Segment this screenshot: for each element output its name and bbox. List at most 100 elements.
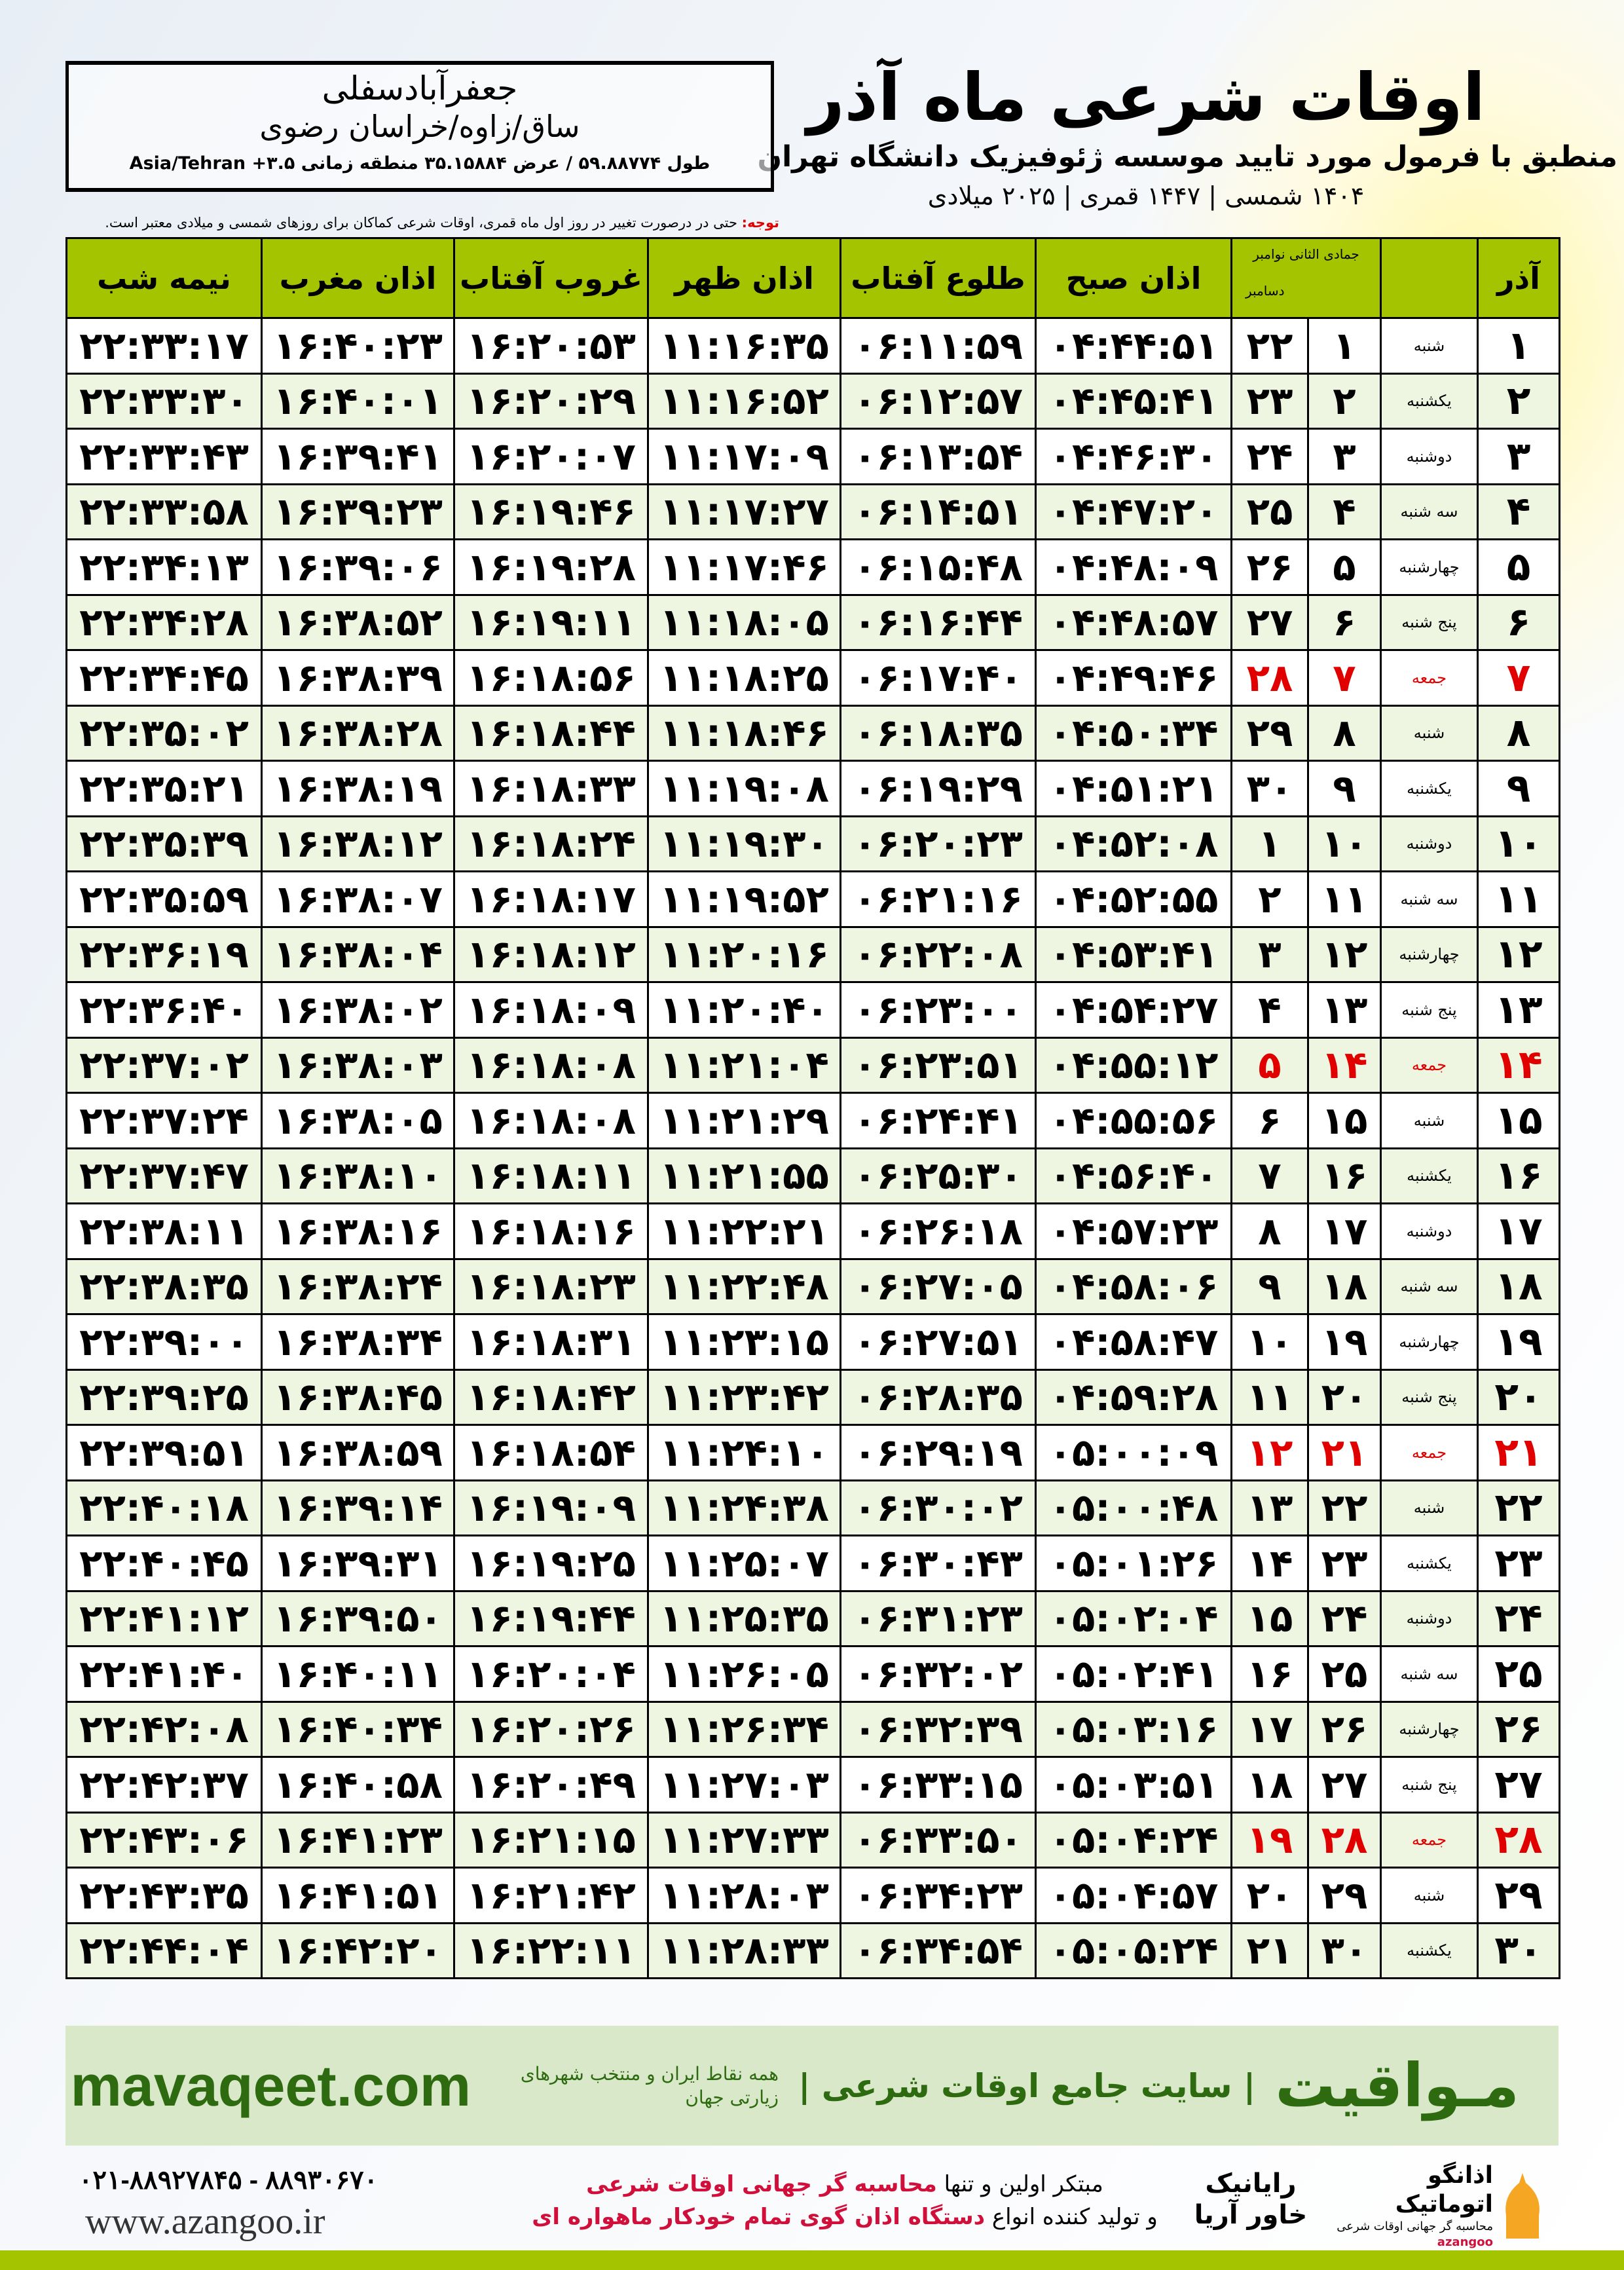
jumada-day-cell: ۱۰ [1307, 815, 1382, 872]
maghrib-cell: ۱۶:۳۹:۳۱ [261, 1535, 455, 1592]
maghrib-cell: ۱۶:۳۸:۲۴ [261, 1257, 455, 1315]
december-day-cell: ۶ [1230, 1092, 1309, 1149]
sunset-cell: ۱۶:۱۹:۱۱ [453, 593, 649, 651]
midnight-cell: ۲۲:۳۹:۵۱ [65, 1424, 263, 1481]
mosque-dome-icon [1505, 2173, 1540, 2239]
sunset-cell: ۱۶:۱۸:۴۲ [453, 1368, 649, 1426]
fajr-cell: ۰۵:۰۵:۲۴ [1035, 1922, 1232, 1979]
jumada-day-cell: ۲ [1307, 372, 1382, 430]
azar-day-cell: ۱ [1477, 317, 1560, 375]
table-row: ۲۸ جمعه ۲۸ ۱۹ ۰۵:۰۴:۲۴ ۰۶:۳۳:۵۰ ۱۱:۲۷:۳۳ ۱۶:۲۱:… [65, 1811, 1560, 1869]
midnight-cell: ۲۲:۳۳:۵۸ [65, 483, 263, 540]
maghrib-cell: ۱۶:۳۸:۱۹ [261, 760, 455, 817]
header-midnight: نیمه شب [65, 237, 263, 319]
maghrib-cell: ۱۶:۳۸:۱۲ [261, 815, 455, 872]
fajr-cell: ۰۴:۵۵:۵۶ [1035, 1092, 1232, 1149]
december-day-cell: ۲۸ [1230, 649, 1309, 707]
jumada-day-cell: ۲۷ [1307, 1756, 1382, 1814]
weekday-cell: چهارشنبه [1380, 1313, 1479, 1371]
sunrise-cell: ۰۶:۱۴:۵۱ [840, 483, 1037, 540]
dhuhr-cell: ۱۱:۱۸:۴۶ [647, 704, 841, 762]
header-sunset: غروب آفتاب [453, 237, 649, 319]
sunrise-cell: ۰۶:۲۶:۱۸ [840, 1202, 1037, 1260]
december-day-cell: ۲۴ [1230, 428, 1309, 485]
midnight-cell: ۲۲:۳۳:۴۳ [65, 428, 263, 485]
table-row: ۱ شنبه ۱ ۲۲ ۰۴:۴۴:۵۱ ۰۶:۱۱:۵۹ ۱۱:۱۶:۳۵ ۱۶:۲۰:۵۳… [65, 317, 1560, 375]
fajr-cell: ۰۴:۴۹:۴۶ [1035, 649, 1232, 707]
azar-day-cell: ۱۶ [1477, 1147, 1560, 1204]
sunset-cell: ۱۶:۱۹:۰۹ [453, 1479, 649, 1536]
maghrib-cell: ۱۶:۳۹:۴۱ [261, 428, 455, 485]
sunrise-cell: ۰۶:۲۳:۵۱ [840, 1036, 1037, 1094]
december-day-cell: ۹ [1230, 1257, 1309, 1315]
table-row: ۱۵ شنبه ۱۵ ۶ ۰۴:۵۵:۵۶ ۰۶:۲۴:۴۱ ۱۱:۲۱:۲۹ ۱۶:۱۸:۰… [65, 1092, 1560, 1149]
azangoo-link[interactable]: www.azangoo.ir [85, 2201, 325, 2242]
fajr-cell: ۰۴:۵۸:۰۶ [1035, 1257, 1232, 1315]
azar-day-cell: ۲۹ [1477, 1867, 1560, 1924]
table-row: ۲۲ شنبه ۲۲ ۱۳ ۰۵:۰۰:۴۸ ۰۶:۳۰:۰۲ ۱۱:۲۴:۳۸ ۱۶:۱۹:… [65, 1479, 1560, 1536]
midnight-cell: ۲۲:۴۴:۰۴ [65, 1922, 263, 1979]
table-row: ۲۴ دوشنبه ۲۴ ۱۵ ۰۵:۰۲:۰۴ ۰۶:۳۱:۲۳ ۱۱:۲۵:۳۵ ۱۶:۱… [65, 1590, 1560, 1647]
azar-day-cell: ۲۶ [1477, 1700, 1560, 1758]
sunset-cell: ۱۶:۲۰:۴۹ [453, 1756, 649, 1814]
sunset-cell: ۱۶:۲۱:۱۵ [453, 1811, 649, 1869]
sunrise-cell: ۰۶:۲۲:۰۸ [840, 925, 1037, 983]
table-row: ۲۰ پنج شنبه ۲۰ ۱۱ ۰۴:۵۹:۲۸ ۰۶:۲۸:۳۵ ۱۱:۲۳:۴۲ ۱۶… [65, 1368, 1560, 1426]
fajr-cell: ۰۴:۵۱:۲۱ [1035, 760, 1232, 817]
december-day-cell: ۱۱ [1230, 1368, 1309, 1426]
azar-day-cell: ۲۲ [1477, 1479, 1560, 1536]
jumada-day-cell: ۱ [1307, 317, 1382, 375]
sunrise-cell: ۰۶:۱۶:۴۴ [840, 593, 1037, 651]
fajr-cell: ۰۴:۵۹:۲۸ [1035, 1368, 1232, 1426]
midnight-cell: ۲۲:۳۳:۳۰ [65, 372, 263, 430]
sunrise-cell: ۰۶:۱۳:۵۴ [840, 428, 1037, 485]
midnight-cell: ۲۲:۴۳:۰۶ [65, 1811, 263, 1869]
weekday-cell: چهارشنبه [1380, 538, 1479, 596]
sunrise-cell: ۰۶:۲۴:۴۱ [840, 1092, 1037, 1149]
table-row: ۲۶ چهارشنبه ۲۶ ۱۷ ۰۵:۰۳:۱۶ ۰۶:۳۲:۳۹ ۱۱:۲۶:۳۴ ۱۶… [65, 1700, 1560, 1758]
table-row: ۲۷ پنج شنبه ۲۷ ۱۸ ۰۵:۰۳:۵۱ ۰۶:۳۳:۱۵ ۱۱:۲۷:۰۳ ۱۶… [65, 1756, 1560, 1814]
promo-2a: و تولید کننده انواع [985, 2204, 1158, 2230]
jumada-day-cell: ۲۳ [1307, 1535, 1382, 1592]
midnight-cell: ۲۲:۳۴:۱۳ [65, 538, 263, 596]
jumada-day-cell: ۲۶ [1307, 1700, 1382, 1758]
weekday-cell: یکشنبه [1380, 1922, 1479, 1979]
header-azar: آذر [1477, 237, 1560, 319]
sunrise-cell: ۰۶:۳۰:۴۳ [840, 1535, 1037, 1592]
sunrise-cell: ۰۶:۱۹:۲۹ [840, 760, 1037, 817]
weekday-cell: سه شنبه [1380, 1257, 1479, 1315]
december-day-cell: ۱۶ [1230, 1645, 1309, 1703]
maghrib-cell: ۱۶:۳۸:۰۳ [261, 1036, 455, 1094]
azar-day-cell: ۸ [1477, 704, 1560, 762]
sunrise-cell: ۰۶:۳۴:۵۴ [840, 1922, 1037, 1979]
jumada-day-cell: ۲۴ [1307, 1590, 1382, 1647]
weekday-cell: پنج شنبه [1380, 1756, 1479, 1814]
sunrise-cell: ۰۶:۲۳:۰۰ [840, 981, 1037, 1039]
sunrise-cell: ۰۶:۳۳:۱۵ [840, 1756, 1037, 1814]
sunset-cell: ۱۶:۱۸:۳۱ [453, 1313, 649, 1371]
table-row: ۲۹ شنبه ۲۹ ۲۰ ۰۵:۰۴:۵۷ ۰۶:۳۴:۲۳ ۱۱:۲۸:۰۳ ۱۶:۲۱:… [65, 1867, 1560, 1924]
midnight-cell: ۲۲:۴۳:۳۵ [65, 1867, 263, 1924]
maghrib-cell: ۱۶:۴۰:۱۱ [261, 1645, 455, 1703]
sunset-cell: ۱۶:۱۹:۲۸ [453, 538, 649, 596]
midnight-cell: ۲۲:۴۲:۳۷ [65, 1756, 263, 1814]
maghrib-cell: ۱۶:۴۰:۰۱ [261, 372, 455, 430]
fajr-cell: ۰۴:۴۷:۲۰ [1035, 483, 1232, 540]
midnight-cell: ۲۲:۳۵:۵۹ [65, 870, 263, 928]
december-day-cell: ۳۰ [1230, 760, 1309, 817]
jumada-day-cell: ۱۸ [1307, 1257, 1382, 1315]
dhuhr-cell: ۱۱:۱۶:۵۲ [647, 372, 841, 430]
header-december-label: دسامبر [1246, 283, 1285, 299]
table-row: ۸ شنبه ۸ ۲۹ ۰۴:۵۰:۳۴ ۰۶:۱۸:۳۵ ۱۱:۱۸:۴۶ ۱۶:۱۸:۴۴… [65, 704, 1560, 762]
december-day-cell: ۲۳ [1230, 372, 1309, 430]
sunrise-cell: ۰۶:۲۷:۵۱ [840, 1313, 1037, 1371]
header-dhuhr: اذان ظهر [647, 237, 841, 319]
weekday-cell: یکشنبه [1380, 760, 1479, 817]
sunset-cell: ۱۶:۲۲:۱۱ [453, 1922, 649, 1979]
site-link[interactable]: mavaqeet.com [70, 2053, 471, 2118]
azangoo-logo-text: اذانگو اتوماتیک [1395, 2162, 1493, 2218]
fajr-cell: ۰۴:۴۵:۴۱ [1035, 372, 1232, 430]
subtitle: منطبق با فرمول مورد تایید موسسه ژئوفیزیک… [757, 140, 1617, 174]
note: توجه: حتی در درصورت تغییر در روز اول ماه… [39, 214, 779, 232]
fajr-cell: ۰۵:۰۰:۰۹ [1035, 1424, 1232, 1481]
